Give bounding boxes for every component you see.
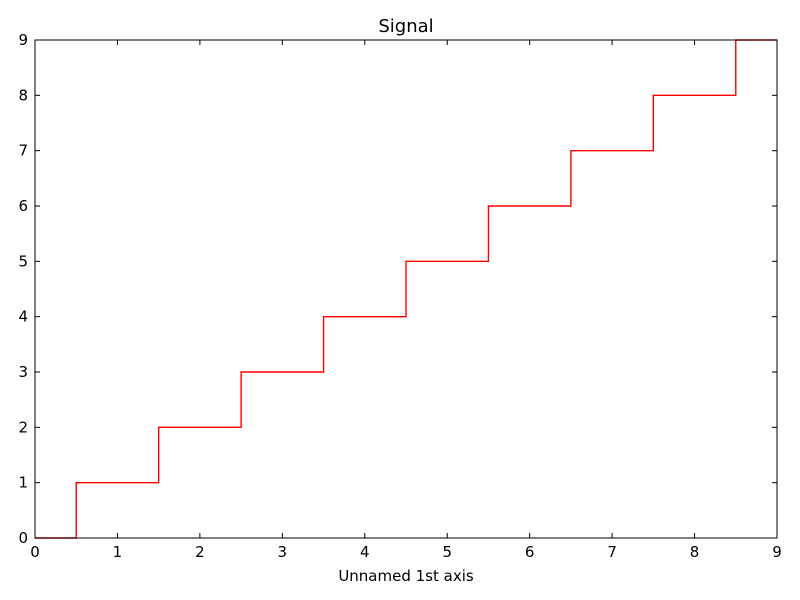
x-tick-label: 1 xyxy=(113,543,123,561)
x-tick-label: 3 xyxy=(278,543,288,561)
y-tick-label: 9 xyxy=(18,31,28,49)
y-tick-label: 8 xyxy=(18,86,28,104)
x-tick-labels: 0 1 2 3 4 5 6 7 8 9 xyxy=(30,543,782,561)
x-tick-label: 9 xyxy=(772,543,782,561)
x-tick-label: 0 xyxy=(30,543,40,561)
y-tick-label: 0 xyxy=(18,529,28,547)
y-tick-label: 7 xyxy=(18,142,28,160)
y-tick-label: 5 xyxy=(18,252,28,270)
series-line-0 xyxy=(35,39,777,539)
x-tick-label: 2 xyxy=(195,543,205,561)
plot-frame xyxy=(34,39,778,539)
x-tick-label: 4 xyxy=(360,543,370,561)
chart-title: Signal xyxy=(378,16,433,37)
y-tick-label: 4 xyxy=(18,308,28,326)
x-axis-label: Unnamed 1st axis xyxy=(338,567,474,585)
x-tick-label: 7 xyxy=(607,543,617,561)
y-tick-label: 1 xyxy=(18,474,28,492)
plot-area xyxy=(34,39,778,539)
y-tick-label: 3 xyxy=(18,363,28,381)
x-tick-label: 5 xyxy=(442,543,452,561)
y-tick-label: 2 xyxy=(18,418,28,436)
y-tick-labels: 0 1 2 3 4 5 6 7 8 9 xyxy=(18,31,28,547)
data-layer xyxy=(35,39,777,539)
y-tick-label: 6 xyxy=(18,197,28,215)
x-tick-label: 6 xyxy=(525,543,535,561)
x-tick-label: 8 xyxy=(690,543,700,561)
